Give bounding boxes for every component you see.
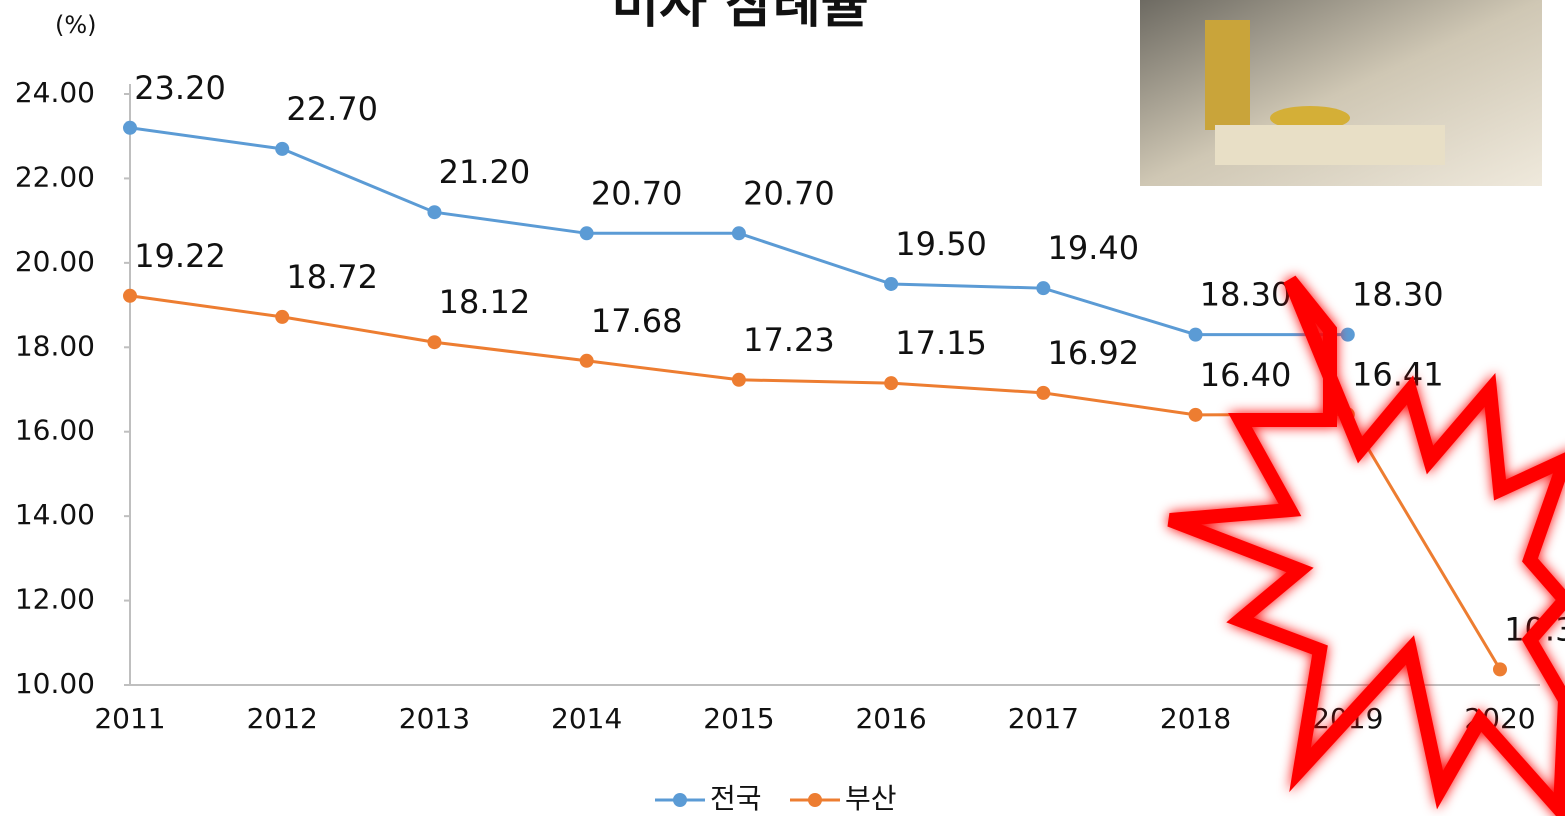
point (1036, 281, 1050, 295)
point (732, 373, 746, 387)
point (1341, 328, 1355, 342)
data-label: 18.30 (1200, 276, 1292, 314)
data-label: 19.40 (1048, 229, 1140, 267)
data-label: 19.22 (134, 237, 226, 275)
point (1189, 408, 1203, 422)
y-tick-label: 20.00 (15, 245, 95, 278)
y-tick-label: 18.00 (15, 329, 95, 362)
point (580, 226, 594, 240)
x-tick-label: 2018 (1160, 702, 1231, 735)
data-label: 18.12 (439, 283, 531, 321)
x-tick-label: 2014 (551, 702, 622, 735)
legend-label: 전국 (710, 782, 762, 815)
data-label: 20.70 (743, 174, 835, 212)
point (884, 277, 898, 291)
data-label: 18.72 (286, 258, 378, 296)
point (275, 310, 289, 324)
data-label: 17.23 (743, 321, 835, 359)
y-tick-label: 14.00 (15, 498, 95, 531)
x-tick-label: 2013 (399, 702, 470, 735)
point (123, 289, 137, 303)
point (123, 121, 137, 135)
data-label: 19.50 (895, 225, 987, 263)
point (580, 354, 594, 368)
point (427, 205, 441, 219)
data-label: 16.40 (1200, 356, 1292, 394)
data-label: 22.70 (286, 90, 378, 128)
legend-marker (673, 793, 687, 807)
point (275, 142, 289, 156)
x-tick-label: 2011 (94, 702, 165, 735)
data-label: 16.41 (1352, 355, 1444, 393)
legend: 전국 부산 (655, 782, 897, 815)
y-tick-label: 24.00 (15, 76, 95, 109)
y-tick-label: 22.00 (15, 160, 95, 193)
data-label: 16.92 (1048, 334, 1140, 372)
point (427, 335, 441, 349)
photo (1140, 0, 1542, 186)
point (1493, 662, 1507, 676)
data-label: 17.15 (895, 324, 987, 362)
data-label: 23.20 (134, 69, 226, 107)
chart-title: 미사 참례율 (611, 0, 868, 35)
y-tick-label: 10.00 (15, 667, 95, 700)
y-unit-label: (%) (55, 11, 97, 39)
x-tick-label: 2016 (855, 702, 926, 735)
data-label: 18.30 (1352, 276, 1444, 314)
legend-label: 부산 (845, 782, 897, 815)
point (884, 376, 898, 390)
x-tick-label: 2015 (703, 702, 774, 735)
legend-marker (808, 793, 822, 807)
x-tick-label: 2017 (1008, 702, 1079, 735)
point (732, 226, 746, 240)
y-tick-label: 12.00 (15, 583, 95, 616)
data-label: 17.68 (591, 302, 683, 340)
x-tick-label: 2012 (247, 702, 318, 735)
data-label: 20.70 (591, 174, 683, 212)
data-label: 21.20 (439, 153, 531, 191)
y-tick-label: 16.00 (15, 414, 95, 447)
chart: 미사 참례율 (%) 10.00 12.00 14.00 16.00 18.00 20.0… (0, 0, 1565, 816)
point (1189, 328, 1203, 342)
point (1036, 386, 1050, 400)
